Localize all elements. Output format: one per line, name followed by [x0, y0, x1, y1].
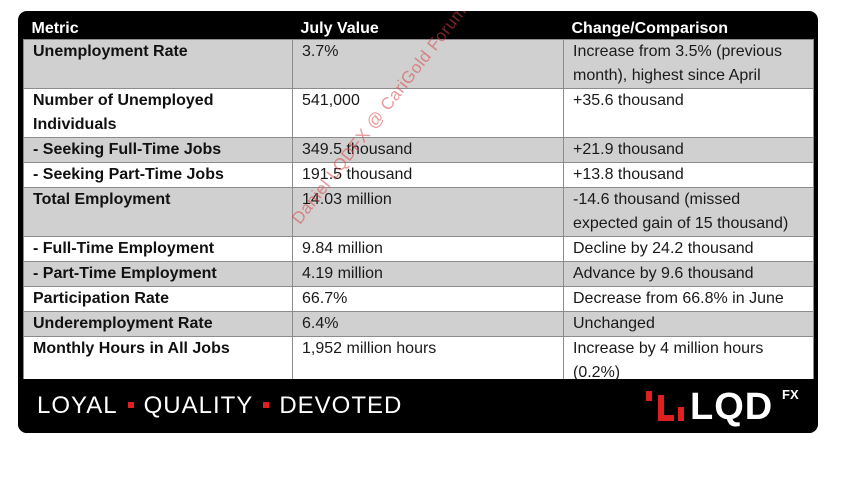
table-row: - Part-Time Employment 4.19 million Adva…: [23, 261, 814, 287]
metric-cell: Underemployment Rate: [23, 311, 293, 337]
employment-table: Metric July Value Change/Comparison Unem…: [23, 16, 814, 386]
value-cell: 3.7%: [292, 39, 564, 89]
metric-cell: - Seeking Full-Time Jobs: [23, 137, 293, 163]
metric-cell: - Part-Time Employment: [23, 261, 293, 287]
separator-dot: [263, 401, 270, 408]
tagline-quality: QUALITY: [143, 392, 254, 419]
header-change: Change/Comparison: [563, 16, 814, 40]
logo-text: LQD: [690, 386, 774, 428]
change-cell: Unchanged: [563, 311, 814, 337]
table-row: Number of Unemployed Individuals 541,000…: [23, 88, 814, 138]
table-row: Total Employment 14.03 million -14.6 tho…: [23, 187, 814, 237]
metric-cell: Participation Rate: [23, 286, 293, 312]
table-row: - Seeking Part-Time Jobs 191.5 thousand …: [23, 162, 814, 188]
metric-cell: Monthly Hours in All Jobs: [23, 336, 293, 386]
table-row: Monthly Hours in All Jobs 1,952 million …: [23, 336, 814, 386]
table-header-row: Metric July Value Change/Comparison: [23, 16, 814, 40]
change-cell: +21.9 thousand: [563, 137, 814, 163]
separator-dot: [127, 401, 134, 408]
table-row: Underemployment Rate 6.4% Unchanged: [23, 311, 814, 337]
header-july-value: July Value: [292, 16, 564, 40]
value-cell: 9.84 million: [292, 236, 564, 262]
data-card: Metric July Value Change/Comparison Unem…: [18, 11, 818, 433]
tagline-loyal: LOYAL: [37, 392, 118, 419]
table-row: Unemployment Rate 3.7% Increase from 3.5…: [23, 39, 814, 89]
header-metric: Metric: [23, 16, 293, 40]
metric-cell: - Full-Time Employment: [23, 236, 293, 262]
metric-cell: - Seeking Part-Time Jobs: [23, 162, 293, 188]
value-cell: 66.7%: [292, 286, 564, 312]
change-cell: -14.6 thousand (missed expected gain of …: [563, 187, 814, 237]
value-cell: 6.4%: [292, 311, 564, 337]
metric-cell: Unemployment Rate: [23, 39, 293, 89]
change-cell: Decline by 24.2 thousand: [563, 236, 814, 262]
table-row: - Full-Time Employment 9.84 million Decl…: [23, 236, 814, 262]
value-cell: 14.03 million: [292, 187, 564, 237]
change-cell: Increase from 3.5% (previous month), hig…: [563, 39, 814, 89]
tagline: LOYAL QUALITY DEVOTED: [37, 392, 402, 420]
table-row: Participation Rate 66.7% Decrease from 6…: [23, 286, 814, 312]
lqdfx-logo: LQD FX: [646, 385, 816, 429]
change-cell: +13.8 thousand: [563, 162, 814, 188]
metric-cell: Number of Unemployed Individuals: [23, 88, 293, 138]
value-cell: 191.5 thousand: [292, 162, 564, 188]
tagline-devoted: DEVOTED: [279, 392, 403, 419]
logo-mark-icon: [646, 391, 684, 421]
metric-cell: Total Employment: [23, 187, 293, 237]
table-row: - Seeking Full-Time Jobs 349.5 thousand …: [23, 137, 814, 163]
value-cell: 4.19 million: [292, 261, 564, 287]
change-cell: Decrease from 66.8% in June: [563, 286, 814, 312]
change-cell: +35.6 thousand: [563, 88, 814, 138]
value-cell: 349.5 thousand: [292, 137, 564, 163]
footer-banner: LOYAL QUALITY DEVOTED LQD FX: [18, 379, 818, 433]
change-cell: Advance by 9.6 thousand: [563, 261, 814, 287]
value-cell: 541,000: [292, 88, 564, 138]
logo-superscript: FX: [782, 387, 799, 402]
